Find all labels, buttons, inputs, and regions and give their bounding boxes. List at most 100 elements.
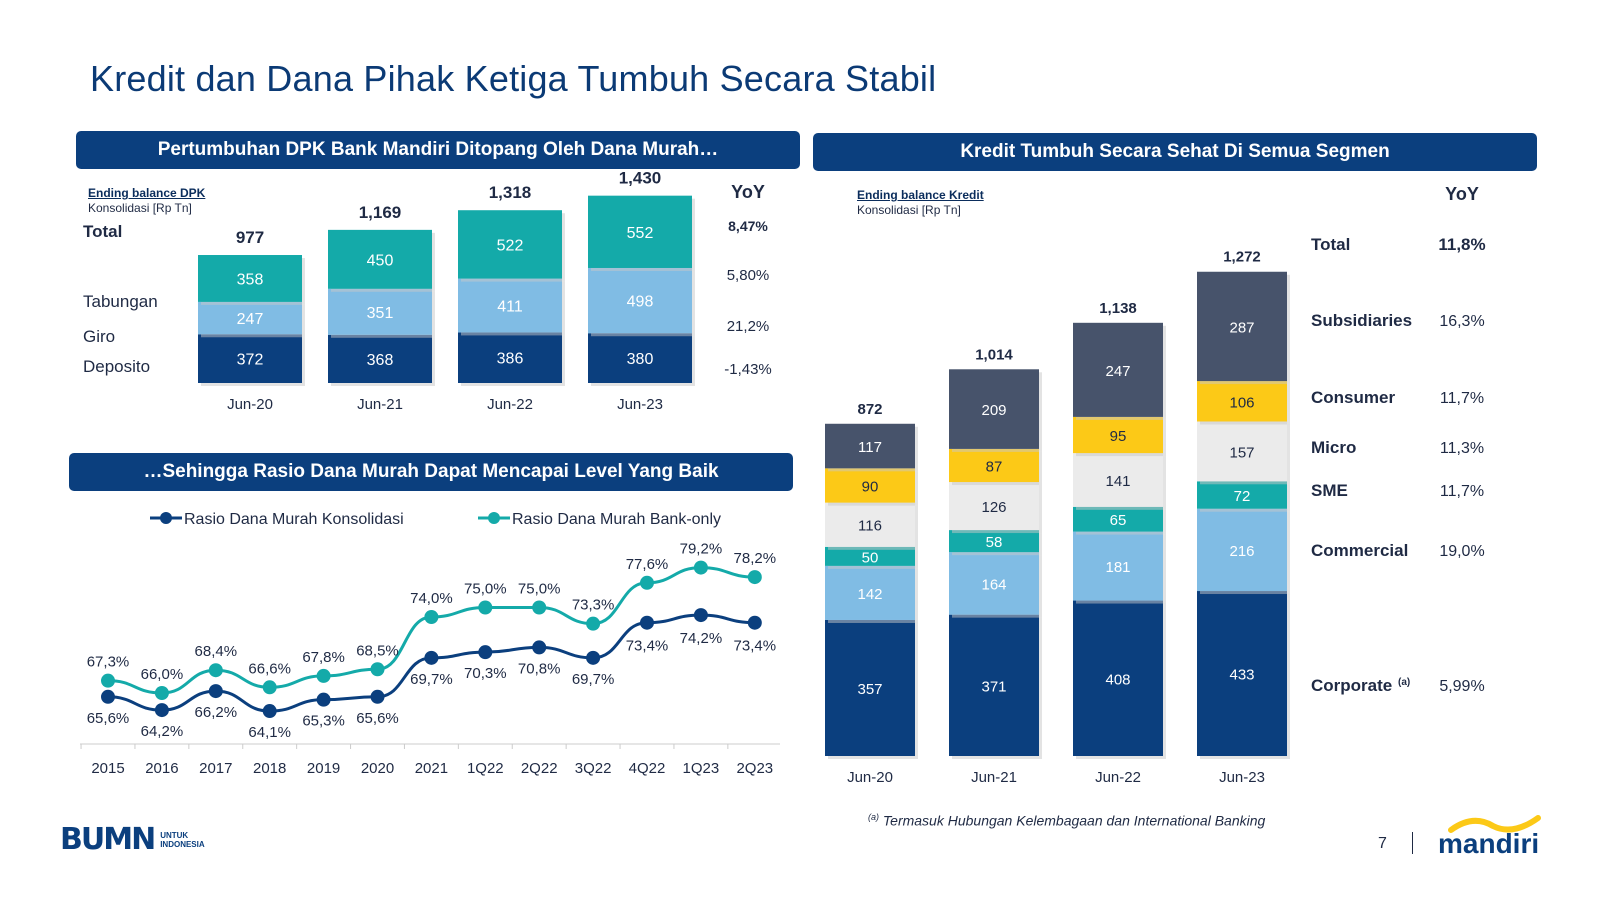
kredit-bar-segment <box>1073 322 1163 417</box>
data-label: 73,4% <box>734 638 777 655</box>
dpk-bar-segment <box>458 332 562 383</box>
kredit-segment-value: 216 <box>1229 543 1254 560</box>
kredit-segment-value: 50 <box>862 549 879 566</box>
page-number: 7 <box>1378 835 1387 852</box>
dpk-yoy-giro: 21,2% <box>727 318 770 335</box>
data-point <box>316 668 331 683</box>
kredit-bar-segment <box>1197 381 1287 422</box>
kredit-segment-value: 247 <box>1105 363 1130 380</box>
x-tick-label: 2018 <box>253 760 286 777</box>
dpk-total-label: Total <box>83 222 122 241</box>
x-tick-label: 2Q23 <box>736 760 773 777</box>
x-tick-label: 1Q22 <box>467 760 504 777</box>
bumn-logo: BUMN UNTUK INDONESIA <box>60 822 205 857</box>
legend-marker <box>488 512 500 524</box>
dpk-yoy-deposito: -1,43% <box>724 361 772 378</box>
dpk-bar-segment <box>198 301 302 335</box>
kredit-segment-value: 371 <box>981 678 1006 695</box>
kredit-series-label-sme: SME <box>1311 481 1348 500</box>
data-label: 75,0% <box>464 581 507 598</box>
dpk-bar-segment <box>458 278 562 333</box>
data-point <box>208 663 223 678</box>
dpk-category-label: Jun-21 <box>357 396 403 413</box>
kredit-bar-segment <box>1197 271 1287 382</box>
data-label: 70,8% <box>518 660 561 677</box>
kredit-bar-segment <box>825 565 915 620</box>
data-point <box>532 600 547 615</box>
kredit-segment-value: 142 <box>857 586 882 603</box>
kredit-yoy-header: YoY <box>1445 184 1479 204</box>
kredit-series-label-micro: Micro <box>1311 438 1356 457</box>
kredit-category-label: Jun-21 <box>971 769 1017 786</box>
data-point <box>747 570 762 585</box>
dpk-yoy-tabungan: 5,80% <box>727 267 770 284</box>
dpk-segment-value: 450 <box>367 252 394 269</box>
kredit-bar-segment <box>1197 508 1287 592</box>
x-tick-label: 2016 <box>145 760 178 777</box>
dpk-segment-value: 358 <box>237 271 264 288</box>
dpk-total-value: 977 <box>236 228 264 247</box>
kredit-segment-value: 65 <box>1110 512 1127 529</box>
dpk-bar-segment <box>328 334 432 383</box>
kredit-segment-value: 181 <box>1105 559 1130 576</box>
dpk-segment-value: 368 <box>367 352 394 369</box>
kredit-footnote: (a) Termasuk Hubungan Kelembagaan dan In… <box>868 812 1265 829</box>
kredit-series-label-corporate: Corporate <box>1311 676 1392 695</box>
data-label: 66,2% <box>195 704 238 721</box>
data-label: 75,0% <box>518 581 561 598</box>
dpk-segment-value: 247 <box>237 311 264 328</box>
kredit-bar-segment <box>825 546 915 566</box>
kredit-bar-segment <box>1073 453 1163 507</box>
data-label: 69,7% <box>572 671 615 688</box>
data-point <box>640 575 654 590</box>
data-point <box>316 692 331 707</box>
dpk-bar-segment <box>458 210 562 279</box>
kredit-series-label-commercial: Commercial <box>1311 541 1408 560</box>
x-tick-label: 2020 <box>361 760 394 777</box>
kredit-segment-value: 357 <box>857 681 882 698</box>
kredit-segment-value: 117 <box>858 439 882 456</box>
dpk-segment-value: 411 <box>497 299 523 316</box>
data-label: 67,3% <box>87 654 130 671</box>
kredit-yoy-sme: 11,7% <box>1440 483 1484 500</box>
dpk-segment-value: 380 <box>627 351 654 368</box>
dpk-total-value: 1,318 <box>489 183 532 202</box>
bumn-sub-2: INDONESIA <box>160 839 205 849</box>
dpk-bar-segment <box>588 333 692 383</box>
data-point <box>532 640 547 655</box>
x-tick-label: 1Q23 <box>683 760 720 777</box>
ratio-line-chart: Rasio Dana Murah Konsolidasi Rasio Dana M… <box>80 511 780 777</box>
dpk-bar-segment <box>198 334 302 383</box>
kredit-bar-segment <box>825 468 915 503</box>
data-label: 65,6% <box>87 710 130 727</box>
kredit-bar-segment <box>1197 591 1287 756</box>
x-tick-label: 2015 <box>91 760 124 777</box>
dpk-total-value: 1,169 <box>359 203 402 222</box>
kredit-segment-value: 87 <box>986 458 1003 475</box>
kredit-segment-value: 164 <box>981 576 1006 593</box>
data-label: 78,2% <box>734 550 777 567</box>
kredit-bar-segment <box>1073 506 1163 532</box>
data-label: 64,2% <box>141 723 184 740</box>
data-label: 64,1% <box>248 724 291 741</box>
dpk-segment-value: 522 <box>497 237 524 254</box>
data-point <box>586 650 601 665</box>
bumn-wordmark: BUMN <box>60 822 156 857</box>
dpk-category-label: Jun-23 <box>617 396 663 413</box>
data-point <box>640 615 654 630</box>
kredit-bar-segment <box>949 614 1039 756</box>
legend-label: Rasio Dana Murah Bank-only <box>512 511 721 528</box>
data-point <box>424 610 439 624</box>
dpk-segment-value: 351 <box>367 305 394 322</box>
dpk-total-value: 1,430 <box>619 170 662 188</box>
data-point <box>262 704 277 719</box>
dpk-stacked-bar-chart: YoY Total 8,47% Deposito -1,43% Giro 21,2% Tabu… <box>83 170 772 413</box>
dpk-total-yoy: 8,47% <box>728 218 768 234</box>
data-point <box>747 615 762 630</box>
kredit-bar-segment <box>825 619 915 756</box>
ratio-panel-header: …Sehingga Rasio Dana Murah Dapat Mencapa… <box>69 453 793 491</box>
kredit-segment-value: 209 <box>981 402 1006 419</box>
kredit-yoy-corporate: 5,99% <box>1439 678 1484 695</box>
data-label: 67,8% <box>302 649 345 666</box>
kredit-bar-segment <box>1073 600 1163 756</box>
